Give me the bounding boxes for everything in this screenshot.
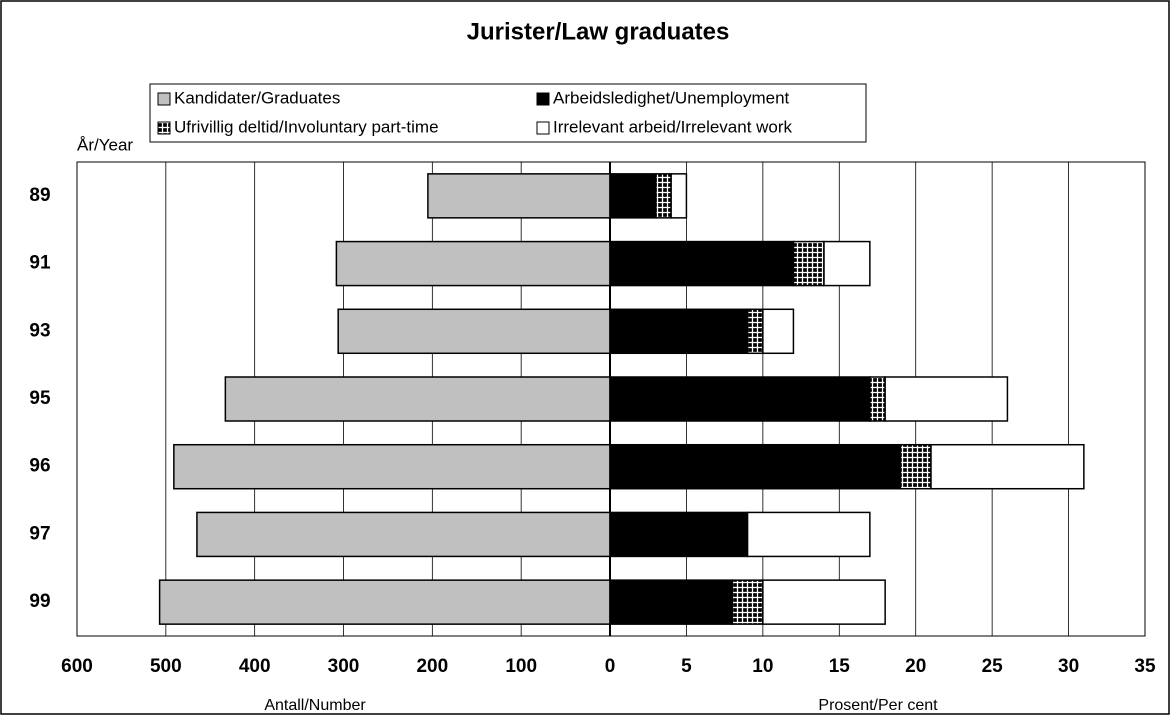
x2-tick-label: 5 bbox=[681, 656, 692, 677]
bar bbox=[158, 579, 611, 625]
y-tick-label: 99 bbox=[29, 591, 50, 612]
bar bbox=[746, 308, 764, 355]
bar bbox=[869, 376, 886, 422]
x-tick-label: 0 bbox=[605, 656, 616, 677]
bar bbox=[609, 173, 657, 219]
legend-swatch bbox=[536, 121, 550, 135]
bar bbox=[609, 511, 749, 558]
y-tick-label: 93 bbox=[29, 320, 50, 341]
x-tick-label: 300 bbox=[328, 656, 360, 677]
y-tick-label: 97 bbox=[29, 523, 50, 544]
bar bbox=[173, 443, 611, 490]
legend-swatch bbox=[157, 121, 171, 135]
legend-swatch bbox=[536, 92, 550, 106]
x2-axis-title: Prosent/Per cent bbox=[818, 697, 938, 714]
legend-label: Kandidater/Graduates bbox=[174, 88, 340, 107]
x2-tick-label: 35 bbox=[1134, 656, 1156, 677]
x-axis-title: Antall/Number bbox=[264, 697, 366, 714]
x2-tick-label: 25 bbox=[982, 656, 1004, 677]
y-tick-label: 91 bbox=[29, 253, 51, 274]
bar bbox=[335, 240, 611, 287]
bar bbox=[196, 511, 611, 558]
x2-tick-label: 20 bbox=[905, 656, 926, 677]
y-tick-label: 95 bbox=[29, 388, 51, 409]
y-tick-label: 89 bbox=[29, 185, 50, 206]
legend-swatch bbox=[157, 92, 171, 106]
bar bbox=[609, 443, 902, 490]
bar bbox=[609, 308, 749, 355]
x2-tick-label: 15 bbox=[829, 656, 851, 677]
x-tick-label: 100 bbox=[505, 656, 537, 677]
x-tick-label: 400 bbox=[239, 656, 271, 677]
y-axis-title: År/Year bbox=[77, 135, 133, 154]
legend-label: Arbeidsledighet/Unemployment bbox=[553, 88, 790, 107]
bar bbox=[670, 173, 688, 219]
x-tick-label: 600 bbox=[61, 656, 93, 677]
x2-tick-label: 30 bbox=[1058, 656, 1079, 677]
bar bbox=[823, 240, 871, 287]
legend bbox=[149, 83, 867, 143]
legend-label: Ufrivillig deltid/Involuntary part-time bbox=[174, 117, 439, 136]
bar bbox=[609, 579, 734, 625]
bar bbox=[884, 376, 1009, 422]
bar bbox=[224, 376, 611, 422]
bar bbox=[930, 443, 1085, 490]
x2-tick-label: 10 bbox=[752, 656, 773, 677]
bar bbox=[655, 173, 672, 219]
legend-label: Irrelevant arbeid/Irrelevant work bbox=[553, 117, 793, 136]
bar bbox=[792, 240, 825, 287]
bar bbox=[762, 308, 795, 355]
bar bbox=[746, 511, 871, 558]
x-tick-label: 200 bbox=[416, 656, 448, 677]
bar bbox=[609, 376, 871, 422]
bar bbox=[337, 308, 611, 355]
bar bbox=[731, 579, 764, 625]
y-tick-label: 96 bbox=[29, 456, 50, 477]
chart-title: Jurister/Law graduates bbox=[467, 18, 730, 45]
x-tick-label: 500 bbox=[150, 656, 182, 677]
bar bbox=[899, 443, 932, 490]
bar bbox=[762, 579, 886, 625]
bar bbox=[609, 240, 795, 287]
bar bbox=[427, 173, 611, 219]
